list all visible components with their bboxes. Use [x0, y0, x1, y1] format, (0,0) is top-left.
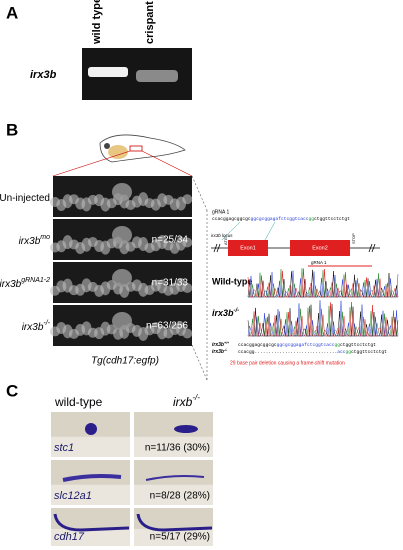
label-base: irx3b — [22, 322, 44, 333]
locus-label: irx3b locus — [211, 233, 233, 238]
tissue — [182, 328, 193, 339]
seq-part: ccacgg.............................. — [238, 350, 337, 355]
label-base: irx3b — [19, 236, 41, 247]
lane-label: wild type — [91, 0, 103, 45]
lane-label: crispant — [144, 1, 156, 44]
tissue — [51, 528, 130, 546]
trace — [248, 301, 398, 337]
tissue — [134, 484, 213, 505]
gene-label: stc1 — [54, 442, 74, 454]
note: 29 base pair deletion causing a frame-sh… — [230, 360, 345, 366]
chromatogram-label: irx3b-/- — [212, 308, 239, 319]
grna-label: gRNA 1 — [311, 260, 327, 265]
connector — [191, 175, 208, 211]
label-base: irx3b — [0, 279, 22, 290]
tissue — [138, 282, 149, 297]
row-label: irx3b-/- — [22, 320, 51, 333]
atg-label: ATG — [223, 237, 228, 245]
gene-label: slc12a1 — [54, 490, 92, 502]
label-sup: -/- — [43, 320, 50, 327]
panel-label: A — [6, 3, 18, 22]
exon-label: Exon2 — [312, 245, 328, 251]
fish-drawing — [52, 134, 193, 177]
count-label: n=11/36 (30%) — [145, 443, 210, 454]
genotype: irx3b-/- — [212, 348, 228, 355]
trace — [247, 268, 398, 298]
seq-part: gg — [309, 217, 315, 222]
tissue — [51, 484, 130, 505]
seq-part: acc — [337, 350, 346, 355]
seq-part: ctggttcctctgt — [340, 342, 376, 348]
seq-part: ctggttcctctgt — [314, 216, 350, 222]
tissue — [112, 183, 132, 201]
seq-part: ccacggagcggcgc — [212, 217, 251, 222]
column-label: irxb-/- — [173, 393, 200, 409]
tissue — [182, 283, 193, 294]
exon-label: Exon1 — [240, 245, 256, 251]
chromatogram-label: Wild-type — [212, 276, 252, 286]
tissue — [112, 226, 132, 244]
stain — [62, 474, 122, 482]
connector — [191, 344, 208, 381]
tissue — [182, 237, 193, 248]
label-sup: mo — [40, 234, 50, 241]
seq-part: ctggttcctctgt — [351, 349, 387, 355]
seq-part: gg — [335, 343, 341, 348]
panel-label: C — [6, 381, 18, 400]
trace — [248, 305, 399, 337]
grna-label: gRNA 1 — [212, 209, 229, 215]
count-label: n=5/17 (29%) — [150, 532, 210, 543]
tissue — [112, 269, 132, 287]
tissue — [134, 528, 213, 546]
gene-label: cdh17 — [54, 531, 85, 543]
tissue — [134, 436, 213, 457]
label-sup: gRNA1-2 — [21, 277, 50, 284]
locus-diagram — [211, 240, 380, 256]
tissue — [51, 436, 130, 457]
seq-part: gg — [346, 350, 352, 355]
count-label: n=63/256 — [146, 321, 188, 332]
stain — [145, 475, 205, 481]
trace — [247, 304, 398, 337]
sequence: ccacgg..............................accg… — [238, 349, 387, 355]
count-label: n=25/34 — [152, 235, 189, 246]
caption: Tg(cdh17:egfp) — [91, 356, 159, 367]
sequence: ccacggagcggcgcggcgcggagafctcggtcaccggctg… — [238, 342, 376, 348]
row-label: Un-injected — [0, 193, 50, 204]
stop-label: STOP — [351, 233, 356, 244]
row-label: irx3bgRNA1-2 — [0, 277, 50, 290]
tissue — [182, 194, 193, 205]
label-base: Un-injected — [0, 193, 50, 204]
count-label: n=8/28 (28%) — [150, 491, 210, 502]
gel — [82, 48, 192, 100]
count-label: n=31/33 — [152, 278, 189, 289]
seq-part: ggcgcggagafctcggtcacc — [277, 342, 335, 348]
gene-label: irx3b — [30, 69, 57, 81]
stain — [174, 425, 198, 433]
seq-part: ggcgcggagafctcggtcacc — [251, 216, 309, 222]
stain — [53, 513, 130, 532]
genotype: irx3b+/+ — [212, 341, 229, 348]
tissue — [112, 312, 132, 330]
row-label: irx3bmo — [19, 234, 51, 247]
seq-part: ccacggagcggcgc — [238, 343, 277, 348]
column-label: wild-type — [54, 395, 103, 409]
stain — [85, 423, 97, 435]
stain — [136, 513, 213, 532]
sequence: ccacggagcggcgcggcgcggagafctcggtcaccggctg… — [212, 216, 350, 222]
panel-label: B — [6, 120, 18, 139]
